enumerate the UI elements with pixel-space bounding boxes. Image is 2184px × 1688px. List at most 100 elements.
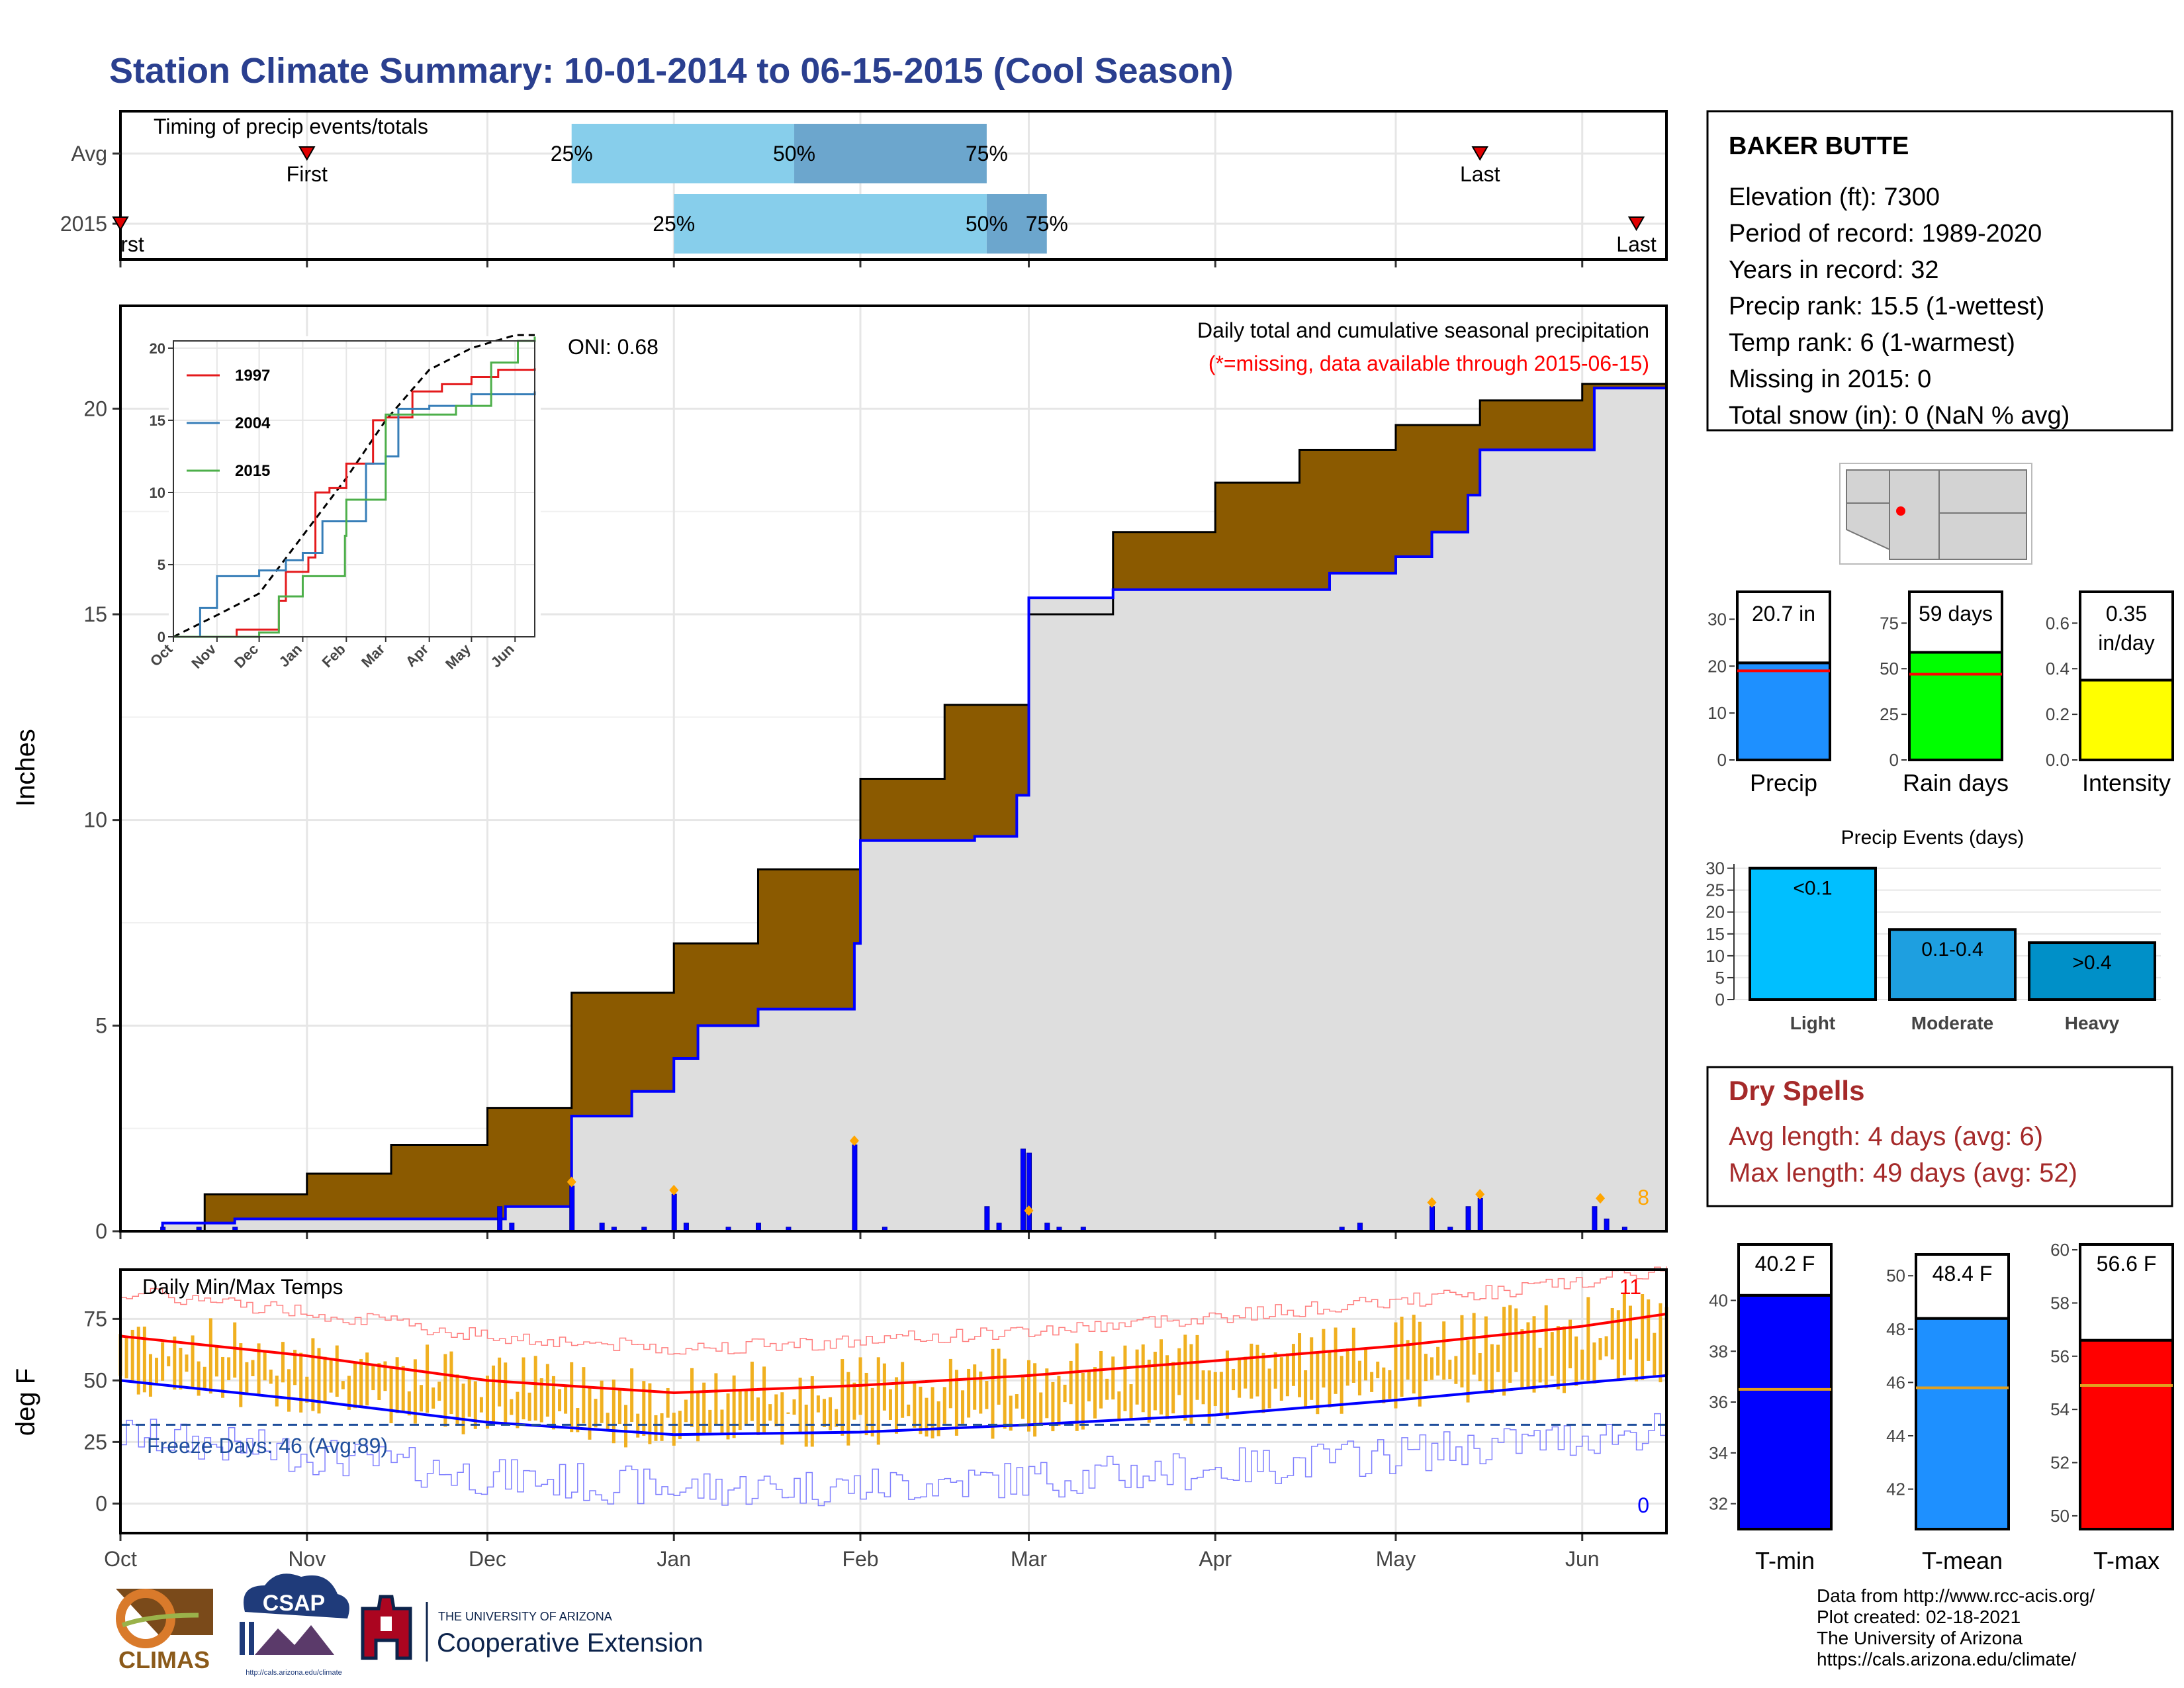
daily-temp-bar <box>281 1342 285 1383</box>
daily-temp-bar <box>1213 1372 1217 1407</box>
daily-temp-bar <box>835 1409 839 1427</box>
daily-max-marker <box>1024 1205 1034 1216</box>
avg-min-line <box>120 1374 1667 1436</box>
temp-bar-tick-label: 40 <box>1709 1290 1728 1310</box>
daily-temp-bar <box>979 1371 983 1414</box>
station-location-dot <box>1896 506 1905 516</box>
temp-bar-tick-label: 46 <box>1886 1372 1905 1392</box>
daily-temp-bar <box>377 1363 381 1400</box>
daily-temp-bar <box>1250 1343 1253 1399</box>
temp-bar-value-box <box>1915 1253 2010 1320</box>
daily-temp-bar <box>612 1380 615 1444</box>
mini-bar-tick-label: 0.2 <box>2046 704 2070 724</box>
daily-temp-bar <box>1647 1299 1651 1361</box>
events-y-tick-label: 25 <box>1706 880 1725 900</box>
daily-temp-bar <box>341 1381 345 1389</box>
daily-temp-bar <box>432 1387 435 1409</box>
daily-temp-bar <box>1508 1305 1512 1383</box>
daily-temp-bar <box>1051 1382 1055 1432</box>
daily-temp-bar <box>913 1381 917 1428</box>
precip-note: Daily total and cumulative seasonal prec… <box>1197 318 1649 342</box>
timing-bar-50-75 <box>986 194 1047 254</box>
daily-temp-bar <box>702 1382 706 1435</box>
daily-max-marker <box>669 1184 679 1196</box>
daily-temp-bar <box>1604 1336 1608 1357</box>
daily-temp-bar <box>1502 1307 1506 1396</box>
daily-temp-bar <box>1279 1357 1283 1401</box>
daily-temp-bar <box>179 1348 183 1390</box>
daily-temp-bar <box>1111 1356 1115 1400</box>
daily-temp-bar <box>467 1378 471 1417</box>
daily-temp-bar <box>624 1405 628 1448</box>
daily-temp-bar <box>1562 1326 1566 1393</box>
daily-temp-bar <box>967 1368 971 1418</box>
daily-temp-bar <box>720 1409 724 1434</box>
temp-bar-value: 56.6 F <box>2097 1252 2157 1276</box>
daily-temp-bar <box>1382 1367 1386 1403</box>
daily-temp-bar <box>576 1408 580 1432</box>
daily-temp-bar <box>973 1364 977 1410</box>
temp-bar <box>2079 1338 2174 1530</box>
mini-bar-tick-label: 0.0 <box>2046 750 2070 770</box>
record-max-line <box>120 1266 1667 1355</box>
daily-temp-bar <box>786 1412 790 1414</box>
footer-plot-created: Plot created: 02-18-2021 <box>1817 1607 2021 1627</box>
daily-temp-bar <box>1153 1352 1157 1411</box>
month-tick-label: Jan <box>657 1547 691 1571</box>
daily-precip-bar <box>1477 1197 1483 1232</box>
daily-temp-bar <box>1171 1362 1175 1414</box>
daily-temp-bar <box>1328 1350 1332 1408</box>
daily-temp-bar <box>130 1329 134 1383</box>
station-info-box: BAKER BUTTE Elevation (ft): 7300 Period o… <box>1706 110 2173 432</box>
daily-temp-bar <box>479 1397 483 1413</box>
daily-temp-bar <box>455 1374 459 1426</box>
footer-url: https://cals.arizona.edu/climate/ <box>1817 1649 2076 1669</box>
daily-temp-bar <box>925 1397 929 1437</box>
events-y-tick-label: 30 <box>1706 859 1725 878</box>
daily-temp-bar <box>672 1413 676 1446</box>
daily-temp-bar <box>1622 1293 1626 1376</box>
daily-temp-bar <box>588 1386 592 1440</box>
climas-logo: CLIMAS <box>116 1589 213 1673</box>
daily-precip-bar <box>852 1145 858 1232</box>
daily-temp-bar <box>504 1362 508 1426</box>
inset-series-line <box>173 368 536 638</box>
temp-bar-label: T-mean <box>1922 1547 2003 1574</box>
daily-temp-bar <box>239 1343 243 1407</box>
temp-bar-tick-label: 58 <box>2050 1293 2070 1313</box>
daily-temp-bar <box>1093 1367 1097 1419</box>
daily-temp-bar <box>1592 1342 1596 1384</box>
precip-count-label: 8 <box>1637 1186 1649 1209</box>
daily-temp-bar <box>473 1381 477 1429</box>
station-info-line: Temp rank: 6 (1-warmest) <box>1729 329 2015 357</box>
daily-temp-bar <box>1478 1352 1482 1382</box>
daily-temp-bar <box>203 1366 206 1390</box>
daily-temp-bar <box>642 1381 646 1436</box>
temp-y-tick-label: 25 <box>83 1430 107 1454</box>
daily-temp-bar <box>407 1391 411 1416</box>
mini-bar-tick-label: 30 <box>1707 609 1727 629</box>
daily-temp-bar <box>1232 1368 1236 1391</box>
daily-precip-bar <box>1020 1149 1026 1232</box>
missing-note: (*=missing, data available through 2015-… <box>1208 352 1649 375</box>
timing-bar-25-50 <box>674 194 987 254</box>
daily-temp-bar <box>919 1386 923 1434</box>
daily-temp-bar <box>684 1399 688 1423</box>
temp-title: Daily Min/Max Temps <box>142 1275 343 1299</box>
max-count-label: 11 <box>1619 1275 1641 1299</box>
daily-temp-bar <box>961 1390 965 1424</box>
inset-legend-label: 1997 <box>235 367 270 385</box>
temp-bar-tick-label: 50 <box>2050 1506 2070 1526</box>
timing-row-label: Avg <box>71 142 107 165</box>
mini-bar-value-box <box>1908 590 2003 654</box>
daily-precip-bar <box>984 1206 990 1232</box>
daily-temp-bar <box>1550 1332 1554 1376</box>
temp-bar-tick-label: 32 <box>1709 1494 1728 1514</box>
temp-bar-tick-label: 54 <box>2050 1399 2070 1419</box>
daily-temp-bar <box>299 1352 303 1413</box>
timing-title: Timing of precip events/totals <box>154 115 428 138</box>
daily-temp-bar <box>1345 1348 1349 1386</box>
daily-temp-bar <box>882 1363 886 1411</box>
